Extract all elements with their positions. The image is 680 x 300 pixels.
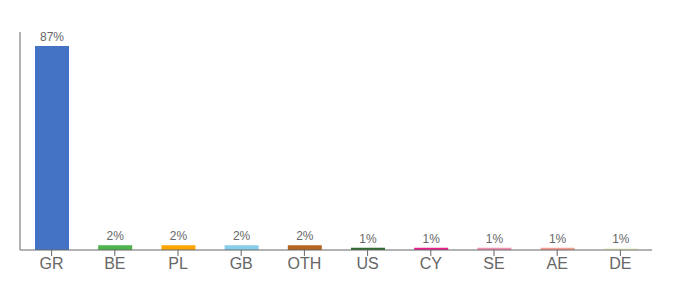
svg-text:GR: GR (40, 255, 64, 272)
svg-text:1%: 1% (486, 232, 504, 246)
svg-text:BE: BE (104, 255, 125, 272)
svg-text:1%: 1% (612, 232, 630, 246)
svg-text:CY: CY (420, 255, 443, 272)
svg-text:US: US (356, 255, 378, 272)
svg-text:87%: 87% (40, 30, 64, 44)
svg-text:2%: 2% (107, 229, 125, 243)
svg-text:OTH: OTH (288, 255, 322, 272)
svg-text:2%: 2% (296, 229, 314, 243)
svg-text:1%: 1% (423, 232, 441, 246)
svg-text:GB: GB (230, 255, 253, 272)
svg-text:PL: PL (168, 255, 188, 272)
svg-text:1%: 1% (549, 232, 567, 246)
svg-text:AE: AE (547, 255, 568, 272)
svg-text:2%: 2% (170, 229, 188, 243)
svg-text:SE: SE (483, 255, 504, 272)
svg-text:1%: 1% (359, 232, 377, 246)
svg-text:2%: 2% (233, 229, 251, 243)
svg-text:DE: DE (609, 255, 631, 272)
